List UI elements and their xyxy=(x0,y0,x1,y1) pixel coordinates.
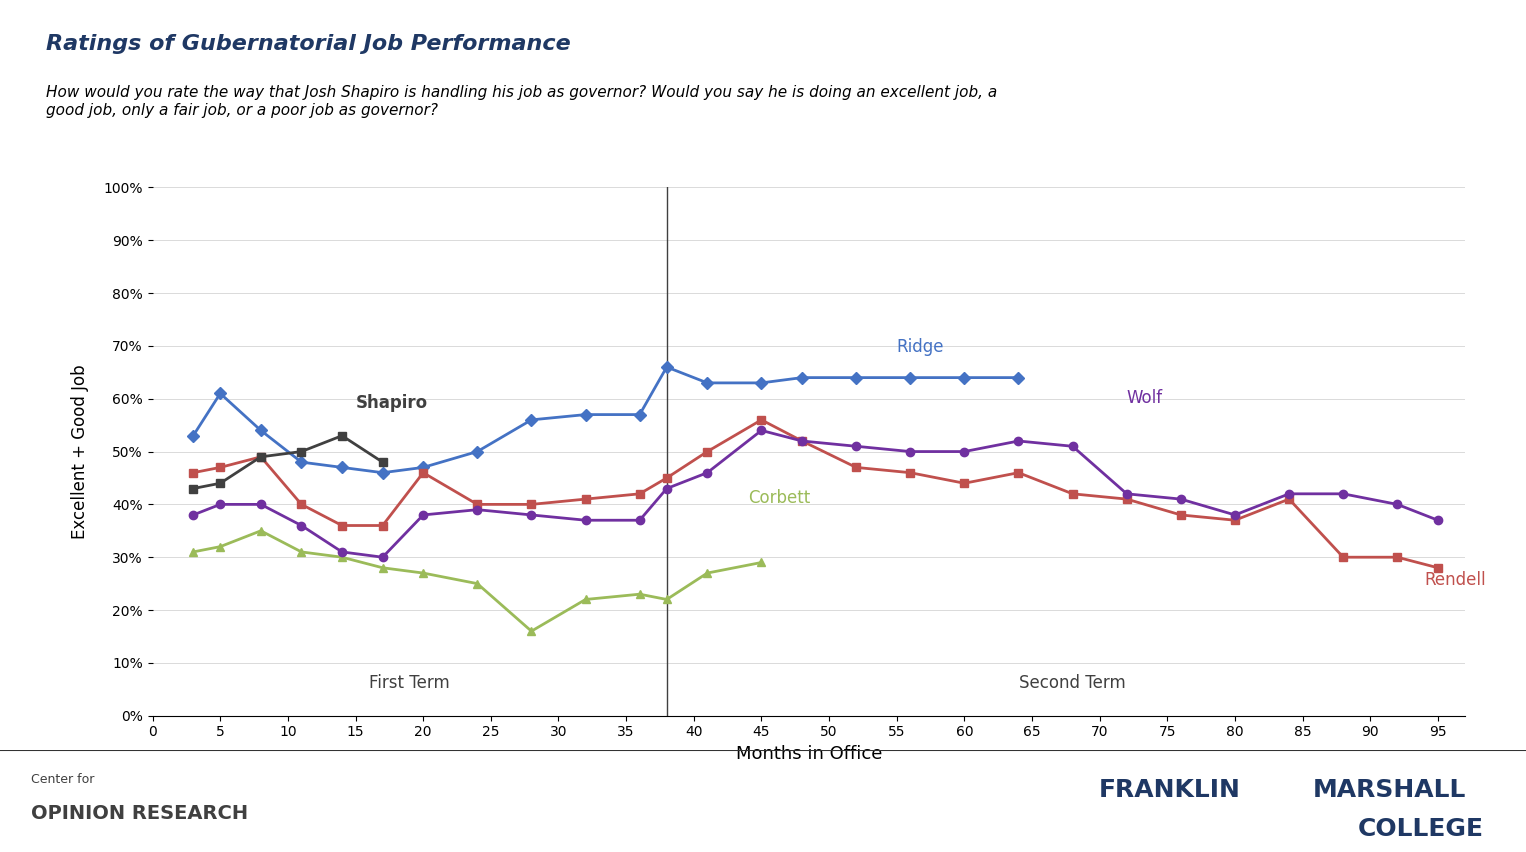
Text: MARSHALL: MARSHALL xyxy=(1312,778,1466,802)
X-axis label: Months in Office: Months in Office xyxy=(736,745,882,763)
Text: COLLEGE: COLLEGE xyxy=(1358,817,1485,841)
Text: OPINION RESEARCH: OPINION RESEARCH xyxy=(31,804,247,823)
Text: FRANKLIN: FRANKLIN xyxy=(1099,778,1241,802)
Text: Rendell: Rendell xyxy=(1424,571,1486,589)
Text: Ratings of Gubernatorial Job Performance: Ratings of Gubernatorial Job Performance xyxy=(46,34,571,54)
Text: Ridge: Ridge xyxy=(897,338,945,356)
Text: Corbett: Corbett xyxy=(748,489,810,507)
Text: Wolf: Wolf xyxy=(1126,389,1163,406)
Text: Center for: Center for xyxy=(31,774,95,786)
Y-axis label: Excellent + Good Job: Excellent + Good Job xyxy=(72,365,90,538)
Text: Shapiro: Shapiro xyxy=(356,394,427,412)
Text: First Term: First Term xyxy=(369,674,450,692)
Text: How would you rate the way that Josh Shapiro is handling his job as governor? Wo: How would you rate the way that Josh Sha… xyxy=(46,85,996,118)
Text: Second Term: Second Term xyxy=(1019,674,1126,692)
